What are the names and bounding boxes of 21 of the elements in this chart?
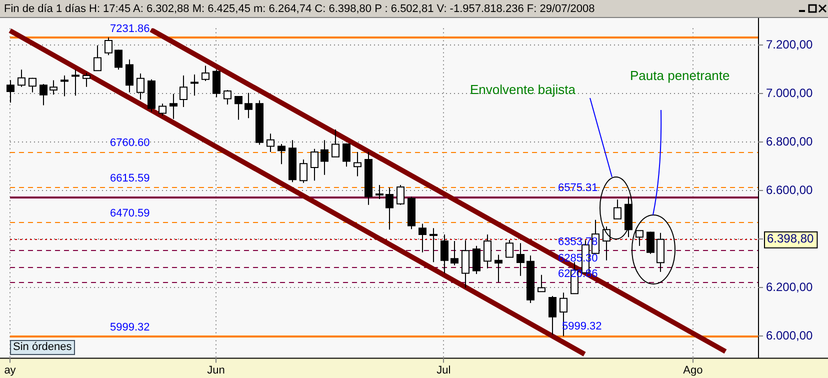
ref-line-label: 5999.32	[110, 322, 150, 334]
ref-line-label: 6760.60	[110, 137, 150, 150]
ref-line-label: 6470.59	[110, 207, 150, 220]
annotation: Pauta penetrante	[630, 68, 730, 83]
chart-title: Fin de día 1 días H: 17:45 A: 6.302,88 M: 6.425,45 m: 6.264,74 C: 6.398,80 P : 6.502,81 V: -1.957.818.236 F: 29/07/2008	[4, 2, 595, 17]
x-tick-label: Jul	[436, 364, 451, 376]
annotation: Sin órdenes	[10, 340, 75, 355]
ref-line-label: 6.398,80	[767, 232, 814, 246]
y-tick-label: 6.000,00	[766, 328, 814, 342]
y-tick-label: 7.200,00	[766, 37, 814, 52]
ref-line-label: 6615.59	[110, 172, 150, 184]
y-tick-label: 6.600,00	[766, 182, 814, 197]
ref-line-label: 6575.31	[558, 182, 598, 194]
annotation: Envolvente bajista	[470, 82, 576, 97]
x-tick-label: Ago	[683, 364, 703, 376]
ref-line-label: 7231.86	[110, 22, 150, 35]
x-tick-label: ay	[4, 364, 16, 376]
y-tick-label: 7.000,00	[766, 86, 814, 100]
x-tick-label: Jun	[207, 364, 225, 376]
y-tick-label: 6.800,00	[766, 134, 814, 148]
y-tick-label: 6.200,00	[766, 280, 814, 294]
